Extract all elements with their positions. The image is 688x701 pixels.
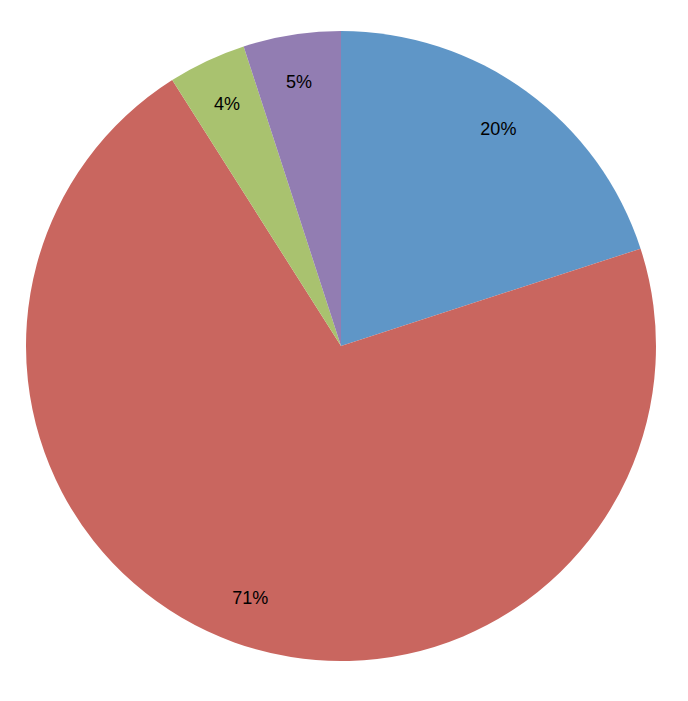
slices: [26, 31, 656, 661]
data-label: 4%: [214, 94, 240, 114]
data-label: 20%: [480, 119, 516, 139]
chart: 20% 71% 4% 5%: [0, 0, 688, 701]
data-label: 71%: [232, 588, 268, 608]
slice: [26, 80, 656, 661]
data-labels: 20% 71% 4% 5%: [214, 72, 516, 608]
data-label: 5%: [286, 72, 312, 92]
slice: [244, 31, 341, 346]
